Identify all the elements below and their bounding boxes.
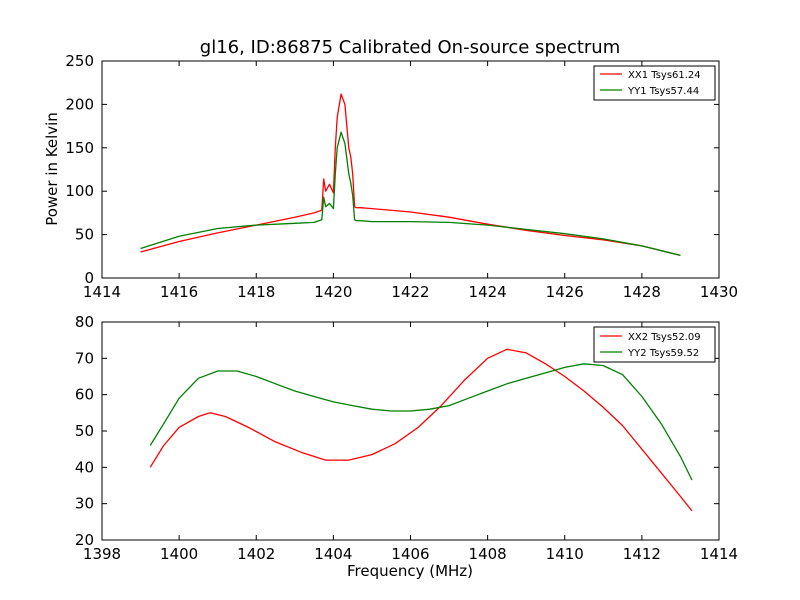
bottom-plot-area: 1398 1400 1402 1404 1406 1408 1410 1412 1414 20 30…: [75, 313, 738, 563]
bottom-legend-box: [593, 326, 716, 363]
bottom-x-tick-label: 1406: [391, 545, 429, 563]
bottom-series-line-xx: [149, 348, 693, 512]
top-panel: gl16, ID:86875 Calibrated On-source spec…: [43, 37, 738, 301]
top-x-tick-label: 1422: [391, 283, 429, 301]
bottom-legend: XX2 Tsys52.09 YY2 Tsys59.52: [593, 326, 716, 363]
bottom-x-tick-label: 1398: [83, 545, 121, 563]
bottom-panel: Frequency (MHz) 1398 1400 1402 1404 1406 1408…: [75, 313, 738, 580]
bottom-y-tick-label: 50: [75, 422, 94, 440]
bottom-x-tick-label: 1412: [623, 545, 661, 563]
bottom-legend-label-yy2: YY2 Tsys59.52: [627, 348, 699, 359]
top-legend: XX1 Tsys61.24 YY1 Tsys57.44: [593, 65, 716, 101]
top-x-tick-label: 1416: [160, 283, 198, 301]
bottom-y-tick-label: 20: [75, 531, 94, 549]
bottom-y-tick-label: 30: [75, 495, 94, 513]
top-y-tick-label: 250: [65, 52, 94, 70]
top-y-axis-label: Power in Kelvin: [43, 112, 61, 226]
top-x-tick-label: 1420: [314, 283, 352, 301]
bottom-series-line-yy: [149, 363, 693, 481]
top-x-tick-label: 1428: [623, 283, 661, 301]
top-y-tick-label: 0: [84, 269, 94, 287]
top-series-line-yy: [140, 131, 681, 257]
bottom-y-tick-label: 40: [75, 458, 94, 476]
top-x-tick-label: 1418: [237, 283, 275, 301]
top-legend-box: [593, 65, 716, 101]
bottom-y-tick-label: 80: [75, 313, 94, 331]
top-x-tick-label: 1426: [546, 283, 584, 301]
bottom-x-tick-label: 1402: [237, 545, 275, 563]
top-x-tick-label: 1414: [83, 283, 121, 301]
top-legend-label-xx1: XX1 Tsys61.24: [628, 70, 701, 81]
top-y-tick-label: 200: [65, 95, 94, 113]
bottom-y-tick-label: 60: [75, 386, 94, 404]
top-legend-label-yy1: YY1 Tsys57.44: [627, 86, 699, 97]
bottom-x-tick-label: 1400: [160, 545, 198, 563]
bottom-x-tick-label: 1414: [700, 545, 738, 563]
bottom-x-tick-label: 1410: [546, 545, 584, 563]
top-y-tick-label: 150: [65, 139, 94, 157]
chart-title: gl16, ID:86875 Calibrated On-source spec…: [200, 37, 620, 58]
bottom-y-tick-label: 70: [75, 349, 94, 367]
bottom-legend-label-xx2: XX2 Tsys52.09: [628, 332, 701, 343]
top-plot-area: 1414 1416 1418 1420 1422 1424 1426 1428 1430 0 50 1…: [65, 52, 738, 301]
top-y-tick-label: 100: [65, 182, 94, 200]
top-x-tick-label: 1430: [700, 283, 738, 301]
top-x-tick-label: 1424: [469, 283, 507, 301]
bottom-x-tick-label: 1408: [469, 545, 507, 563]
bottom-x-axis-label: Frequency (MHz): [347, 562, 473, 580]
top-y-tick-label: 50: [75, 226, 94, 244]
bottom-x-tick-label: 1404: [314, 545, 352, 563]
